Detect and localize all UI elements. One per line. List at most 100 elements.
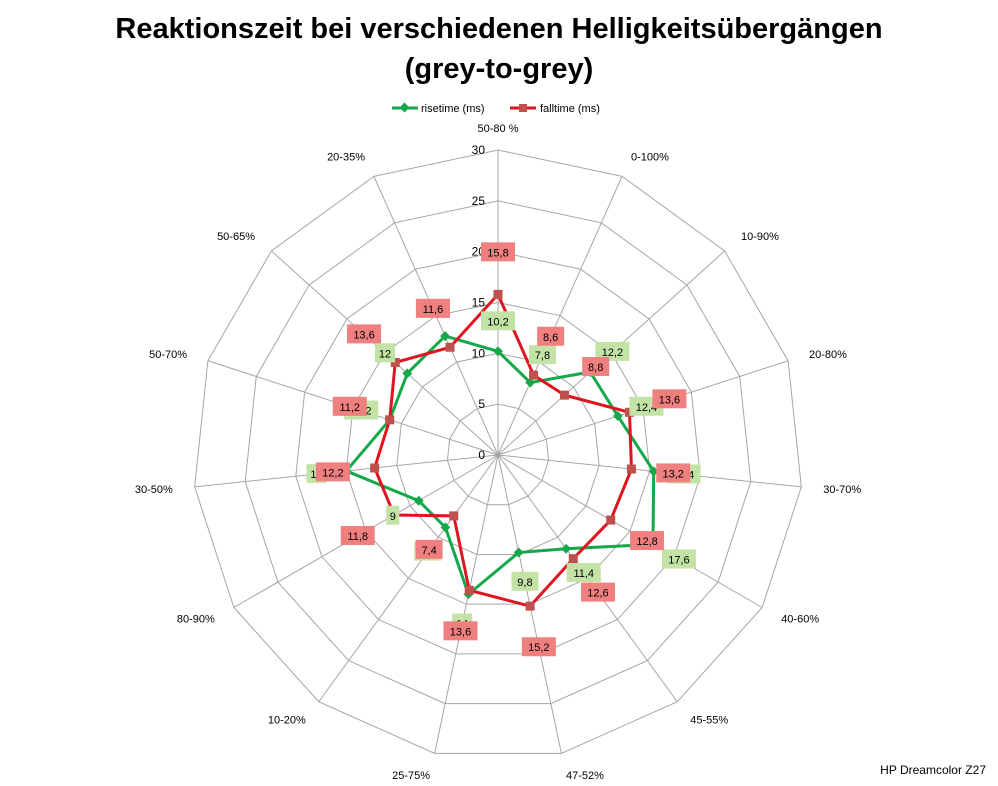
category-label: 20-80% [809, 349, 847, 361]
category-label: 50-80 % [478, 123, 519, 135]
data-point-fall [568, 554, 578, 564]
data-label-bg-rise [595, 341, 630, 361]
data-label-bg-fall [652, 389, 687, 409]
legend-fall-marker [519, 104, 527, 112]
legend: risetime (ms) falltime (ms) [392, 102, 600, 115]
legend-fall-label: falltime (ms) [540, 103, 600, 115]
data-label-fall: 11,8 [347, 531, 368, 543]
category-label: 10-20% [268, 715, 306, 727]
data-label-bg-rise [528, 345, 556, 365]
data-label-bg-fall [415, 539, 443, 559]
grid-ring [345, 301, 651, 605]
category-label: 30-50% [135, 484, 173, 496]
tick-label: 25 [472, 194, 486, 208]
data-label-rise: 17,6 [668, 554, 689, 566]
chart-title-line1: Reaktionszeit bei verschiedenen Helligke… [115, 13, 883, 45]
data-label-fall: 8,8 [588, 362, 603, 374]
category-label: 30-70% [823, 484, 861, 496]
series-line-rise [344, 334, 656, 596]
data-point-fall [493, 289, 503, 299]
legend-rise-label: risetime (ms) [421, 103, 485, 115]
data-point-rise [440, 331, 451, 342]
data-label-bg-fall [443, 621, 478, 641]
data-label-fall: 12,2 [322, 467, 343, 479]
data-point-fall [626, 464, 636, 474]
category-labels: 50-80 % 0-100% 10-90% 20-80% 30-70% 40-60% 45-… [135, 123, 861, 782]
data-point-fall [370, 463, 380, 473]
category-label: 47-52% [566, 770, 604, 782]
data-label-fall: 8,6 [543, 332, 558, 344]
grid-ring [244, 200, 752, 705]
monitor-credit: HP Dreamcolor Z27 [880, 763, 986, 777]
data-label-rise: 12,2 [602, 347, 623, 359]
data-point-fall [445, 342, 455, 352]
data-label-bg-fall [340, 525, 375, 545]
data-label-fall: 12,8 [636, 536, 657, 548]
data-label-bg-fall [656, 463, 691, 483]
data-label-fall: 11,2 [339, 402, 360, 414]
data-label-bg-rise [511, 571, 539, 591]
data-point-rise [402, 368, 413, 379]
data-label-bg-fall [537, 326, 565, 346]
data-point-rise [648, 466, 659, 477]
data-label-bg-fall [332, 396, 367, 416]
tick-label: 15 [472, 296, 486, 310]
data-point-rise [440, 522, 451, 533]
grid-spoke [497, 176, 623, 456]
category-label: 0-100% [631, 151, 669, 163]
grid-ring [396, 352, 600, 555]
data-labels: 10,27,812,212,415,417,611,49,8148,891511… [306, 242, 701, 657]
data-label-rise: 9,8 [517, 577, 532, 589]
data-point-fall [525, 601, 535, 611]
data-label-fall: 7,4 [421, 545, 436, 557]
data-point-fall [385, 415, 395, 425]
data-label-bg-rise [375, 343, 396, 363]
data-label-bg-rise [661, 549, 696, 569]
tick-label: 10 [472, 346, 486, 360]
data-label-fall: 12,6 [587, 588, 608, 600]
data-label-rise: 11,4 [573, 568, 594, 580]
data-point-fall [606, 515, 616, 525]
data-point-fall [559, 390, 569, 400]
tick-label: 0 [478, 448, 485, 462]
data-label-bg-rise [481, 311, 515, 331]
series-line-fall [373, 292, 633, 608]
data-point-rise [493, 346, 503, 357]
data-point-rise [561, 543, 572, 554]
category-label: 50-70% [149, 349, 187, 361]
category-label: 45-55% [690, 715, 728, 727]
data-label-bg-fall [582, 357, 610, 377]
grid-spoke [497, 454, 763, 608]
data-point-fall [529, 370, 539, 380]
tick-label: 5 [478, 397, 485, 411]
category-label: 50-65% [217, 231, 255, 243]
radar-grid [194, 149, 802, 754]
data-point-fall [449, 511, 459, 521]
data-point-rise [525, 377, 536, 388]
grid-ring [194, 149, 802, 754]
data-point-fall [464, 585, 474, 595]
grid-ring [295, 251, 701, 655]
data-label-fall: 13,6 [659, 394, 680, 406]
data-label-fall: 13,2 [663, 468, 684, 480]
data-label-fall: 13,6 [450, 626, 471, 638]
data-point-fall [390, 357, 400, 367]
data-label-bg-fall [315, 462, 350, 482]
data-label-rise: 7,8 [535, 350, 550, 362]
legend-rise-marker [399, 102, 410, 113]
data-label-fall: 13,6 [353, 329, 374, 341]
category-label: 20-35% [327, 151, 365, 163]
data-label-fall: 15,2 [528, 642, 549, 654]
data-label-rise: 12,4 [636, 402, 657, 414]
category-label: 10-90% [741, 231, 779, 243]
category-label: 40-60% [781, 614, 819, 626]
tick-label: 30 [472, 143, 486, 157]
data-label-bg-fall [580, 582, 615, 602]
data-label-bg-fall [521, 637, 556, 657]
data-label-bg-fall [481, 242, 515, 262]
data-point-rise [513, 547, 524, 558]
data-label-bg-fall [347, 324, 382, 344]
category-label: 80-90% [177, 614, 215, 626]
